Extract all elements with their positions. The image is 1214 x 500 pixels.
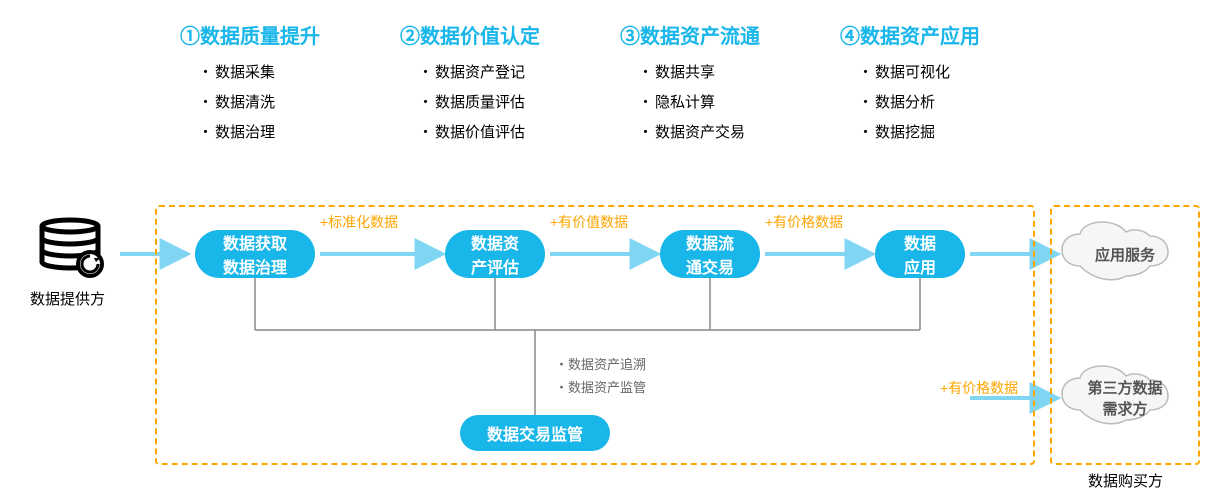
- stage-item: 数据可视化: [875, 64, 950, 81]
- process-pill-2-line: 产评估: [471, 254, 519, 278]
- cloud-line: 应用服务: [1095, 244, 1155, 265]
- cloud-label-1: 应用服务: [1060, 226, 1190, 282]
- stage-item: 数据共享: [655, 64, 715, 81]
- stage-items-4: 数据可视化数据分析数据挖掘: [858, 58, 950, 148]
- stage-item: 隐私计算: [655, 94, 715, 111]
- process-pill-1-line: 数据获取: [223, 230, 287, 254]
- stage-item: 数据质量评估: [435, 94, 525, 111]
- stage-item: 数据价值评估: [435, 124, 525, 141]
- monitor-pill-line: 数据交易监管: [487, 421, 583, 445]
- stage-header-2: ②数据价值认定: [400, 20, 540, 49]
- edge-label-1: +标准化数据: [320, 212, 398, 232]
- process-pill-3-line: 通交易: [686, 254, 734, 278]
- process-pill-4-line: 应用: [904, 254, 936, 278]
- stage-header-1: ①数据质量提升: [180, 20, 320, 49]
- monitor-item: 数据资产监管: [568, 380, 646, 395]
- process-pill-4: 数据应用: [875, 230, 965, 278]
- buyer-label: 数据购买方: [1088, 470, 1163, 491]
- process-pill-3-line: 数据流: [686, 230, 734, 254]
- stage-items-3: 数据共享隐私计算数据资产交易: [638, 58, 745, 148]
- process-pill-4-line: 数据: [904, 230, 936, 254]
- process-pill-1: 数据获取数据治理: [195, 230, 315, 278]
- stage-item: 数据资产登记: [435, 64, 525, 81]
- stage-items-2: 数据资产登记数据质量评估数据价值评估: [418, 58, 525, 148]
- stage-item: 数据采集: [215, 64, 275, 81]
- cloud-line: 需求方: [1087, 398, 1162, 419]
- stage-item: 数据清洗: [215, 94, 275, 111]
- stage-item: 数据挖掘: [875, 124, 935, 141]
- process-pill-3: 数据流通交易: [660, 230, 760, 278]
- process-pill-2-line: 数据资: [471, 230, 519, 254]
- stage-item: 数据治理: [215, 124, 275, 141]
- edge-label-4: +有价格数据: [940, 378, 1018, 398]
- process-pill-2: 数据资产评估: [445, 230, 545, 278]
- cloud-line: 第三方数据: [1087, 377, 1162, 398]
- edge-label-2: +有价值数据: [550, 212, 628, 232]
- stage-items-1: 数据采集数据清洗数据治理: [198, 58, 275, 148]
- edge-label-3: +有价格数据: [765, 212, 843, 232]
- stage-header-3: ③数据资产流通: [620, 20, 760, 49]
- provider-label: 数据提供方: [30, 288, 105, 309]
- stage-item: 数据分析: [875, 94, 935, 111]
- monitor-item: 数据资产追溯: [568, 357, 646, 372]
- monitor-item-list: 数据资产追溯 数据资产监管: [555, 353, 646, 400]
- database-icon: [42, 220, 102, 276]
- cloud-label-2: 第三方数据需求方: [1060, 370, 1190, 426]
- stage-item: 数据资产交易: [655, 124, 745, 141]
- monitor-pill: 数据交易监管: [460, 415, 610, 451]
- stage-header-4: ④数据资产应用: [840, 20, 980, 49]
- process-pill-1-line: 数据治理: [223, 254, 287, 278]
